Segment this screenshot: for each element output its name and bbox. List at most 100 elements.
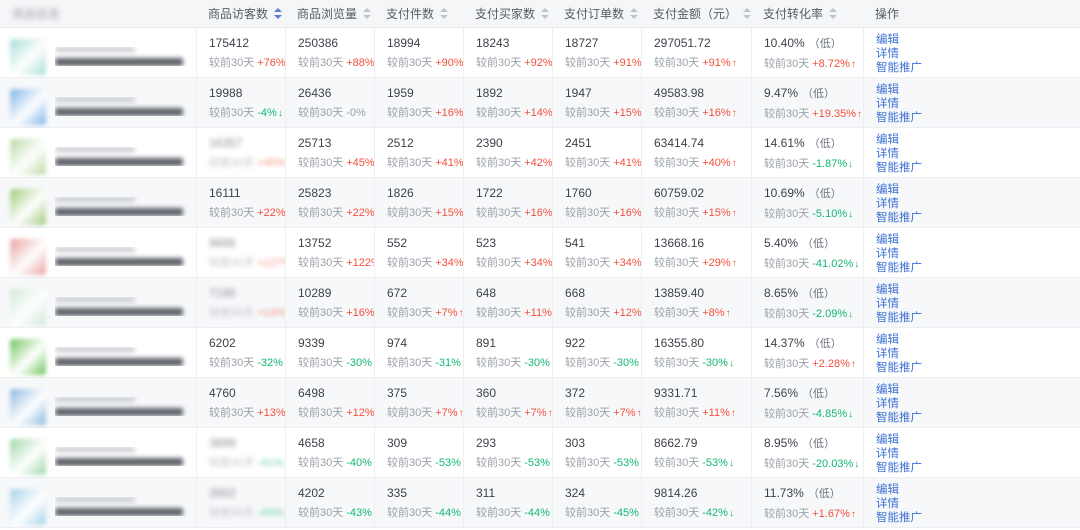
- table-row[interactable]: 19988 较前30天 -4%↓ 26436 较前30天 -0% 1959 较前30天 +16%…: [0, 78, 1080, 128]
- metric-cell-paid_qty: 1826 较前30天+15%↑: [374, 178, 463, 228]
- product-info-cell[interactable]: [0, 428, 196, 478]
- comparison-delta: +29%: [702, 257, 731, 269]
- sort-arrows-icon[interactable]: [829, 8, 838, 19]
- sort-arrows-icon[interactable]: [743, 8, 751, 19]
- metric-value: 10289: [298, 286, 332, 300]
- column-header-paid_qty[interactable]: 支付件数: [374, 0, 463, 28]
- table-row[interactable]: 6202较前30天-32%↓9339较前30天-30%↓974较前30天-31%…: [0, 328, 1080, 378]
- column-header-buyers[interactable]: 支付买家数: [463, 0, 552, 28]
- product-info-cell[interactable]: [0, 478, 196, 528]
- promote-link[interactable]: 智能推广: [876, 412, 922, 424]
- detail-link[interactable]: 详情: [876, 98, 899, 110]
- comparison-delta: -30%: [346, 357, 372, 369]
- sort-arrows-icon[interactable]: [363, 8, 372, 19]
- table-row[interactable]: 9686较前30天+127%↑13752较前30天+122%↑552较前30天+…: [0, 228, 1080, 278]
- product-info-cell[interactable]: [0, 278, 196, 328]
- column-header-amount[interactable]: 支付金额（元）: [641, 0, 751, 28]
- metric-comparison: 较前30天 +29%↑: [654, 256, 751, 271]
- table-row[interactable]: 7195较前30天+14%↑10289较前30天+16%↑672较前30天+7%…: [0, 278, 1080, 328]
- table-row[interactable]: 16111较前30天+22%↑25823较前30天+22%↑1826较前30天+…: [0, 178, 1080, 228]
- detail-link[interactable]: 详情: [876, 448, 899, 460]
- detail-link[interactable]: 详情: [876, 348, 899, 360]
- comparison-delta: +19.35%: [812, 108, 856, 120]
- metric-comparison: 较前30天-53%↓: [387, 456, 463, 471]
- metric-comparison: 较前30天-30%↓: [298, 356, 374, 371]
- metric-value: 4658: [298, 436, 325, 450]
- product-info-cell[interactable]: [0, 178, 196, 228]
- comparison-period-label: 较前30天: [476, 357, 522, 369]
- table-row[interactable]: 175412较前30天+76%↑250386较前30天+88%↑18994较前3…: [0, 28, 1080, 78]
- detail-link[interactable]: 详情: [876, 298, 899, 310]
- comparison-period-label: 较前30天: [476, 207, 522, 219]
- edit-link[interactable]: 编辑: [876, 134, 899, 146]
- low-conversion-tag: （低）: [802, 88, 836, 100]
- product-thumbnail: [10, 388, 46, 425]
- edit-link[interactable]: 编辑: [876, 234, 899, 246]
- metric-value: 25713: [298, 136, 332, 150]
- sort-arrows-icon[interactable]: [630, 8, 639, 19]
- edit-link[interactable]: 编辑: [876, 184, 899, 196]
- column-header-pageviews[interactable]: 商品浏览量: [285, 0, 374, 28]
- metric-value: 10.69%: [764, 186, 805, 200]
- comparison-period-label: 较前30天: [298, 57, 344, 69]
- metric-cell-visitors: 9686 较前30天+127%↑: [196, 228, 285, 278]
- edit-link[interactable]: 编辑: [876, 34, 899, 46]
- sort-arrows-icon[interactable]: [440, 8, 449, 19]
- table-row[interactable]: 4760较前30天+13%↑6498较前30天+12%↑375较前30天+7%↑…: [0, 378, 1080, 428]
- promote-link[interactable]: 智能推广: [876, 162, 922, 174]
- promote-link[interactable]: 智能推广: [876, 262, 922, 274]
- detail-link[interactable]: 详情: [876, 498, 899, 510]
- promote-link[interactable]: 智能推广: [876, 212, 922, 224]
- edit-link[interactable]: 编辑: [876, 334, 899, 346]
- edit-link[interactable]: 编辑: [876, 384, 899, 396]
- promote-link[interactable]: 智能推广: [876, 462, 922, 474]
- table-row[interactable]: 2652较前30天-45%↓4202较前30天-43%↓335较前30天-44%…: [0, 478, 1080, 528]
- metric-value: 18243: [476, 36, 510, 50]
- metric-value-row: 8.95% （低）: [764, 436, 863, 452]
- metric-value-row: 5.40% （低）: [764, 236, 863, 252]
- edit-link[interactable]: 编辑: [876, 284, 899, 296]
- metric-cell-visitors: 16357 较前30天+45%↑: [196, 128, 285, 178]
- sort-arrows-icon[interactable]: [541, 8, 550, 19]
- column-header-cvr[interactable]: 支付转化率: [751, 0, 863, 28]
- comparison-period-label: 较前30天: [298, 507, 344, 519]
- promote-link[interactable]: 智能推广: [876, 312, 922, 324]
- metric-value: 974: [387, 336, 408, 350]
- comparison-delta: +14%: [257, 307, 285, 319]
- product-info-cell[interactable]: [0, 28, 196, 78]
- metric-comparison: 较前30天-30%↓: [565, 356, 641, 371]
- metric-cell-amount: 8662.79 较前30天 -53%↓: [641, 428, 751, 478]
- edit-link[interactable]: 编辑: [876, 484, 899, 496]
- promote-link[interactable]: 智能推广: [876, 362, 922, 374]
- detail-link[interactable]: 详情: [876, 398, 899, 410]
- edit-link[interactable]: 编辑: [876, 434, 899, 446]
- product-thumbnail: [10, 288, 46, 325]
- promote-link[interactable]: 智能推广: [876, 512, 922, 524]
- column-header-visitors[interactable]: 商品访客数: [196, 0, 285, 28]
- detail-link[interactable]: 详情: [876, 248, 899, 260]
- table-row[interactable]: 3899较前30天-41%↓4658较前30天-40%↓309较前30天-53%…: [0, 428, 1080, 478]
- product-info-cell[interactable]: [0, 328, 196, 378]
- product-info-cell[interactable]: [0, 78, 196, 128]
- detail-link[interactable]: 详情: [876, 198, 899, 210]
- metric-value: 16111: [209, 186, 241, 200]
- column-header-orders[interactable]: 支付订单数: [552, 0, 641, 28]
- metric-comparison: 较前30天-53%↓: [476, 456, 552, 471]
- product-info-cell[interactable]: [0, 228, 196, 278]
- product-info-cell[interactable]: [0, 128, 196, 178]
- edit-link[interactable]: 编辑: [876, 84, 899, 96]
- table-row[interactable]: 16357较前30天+45%↑25713较前30天+45%↑2512较前30天+…: [0, 128, 1080, 178]
- detail-link[interactable]: 详情: [876, 48, 899, 60]
- metric-cell-amount: 13859.40 较前30天 +8%↑: [641, 278, 751, 328]
- product-info-cell[interactable]: [0, 378, 196, 428]
- sort-arrows-icon[interactable]: [274, 8, 283, 19]
- metric-comparison: 较前30天 -0%: [298, 106, 374, 120]
- product-id-redacted: [55, 197, 135, 202]
- detail-link[interactable]: 详情: [876, 148, 899, 160]
- promote-link[interactable]: 智能推广: [876, 112, 922, 124]
- promote-link[interactable]: 智能推广: [876, 62, 922, 74]
